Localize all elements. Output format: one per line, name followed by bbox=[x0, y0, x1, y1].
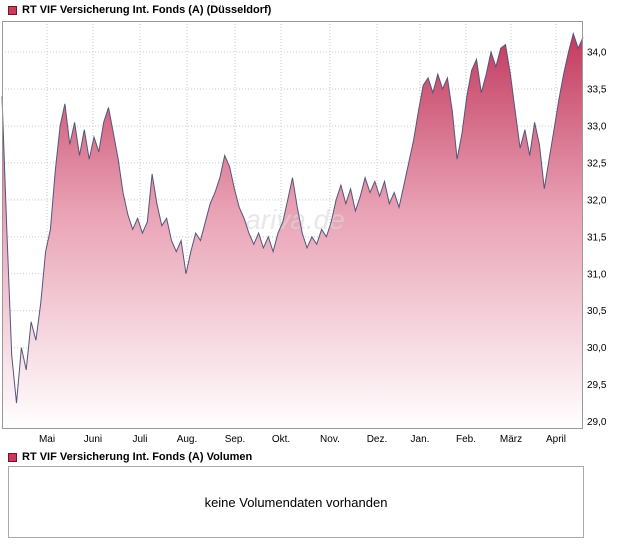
svg-text:29,5: 29,5 bbox=[587, 380, 607, 391]
svg-text:34,0: 34,0 bbox=[587, 48, 607, 59]
price-panel-header: RT VIF Versicherung Int. Fonds (A) (Düss… bbox=[0, 0, 620, 17]
svg-text:31,5: 31,5 bbox=[587, 232, 607, 243]
svg-text:Okt.: Okt. bbox=[272, 434, 290, 445]
svg-text:Jan.: Jan. bbox=[411, 434, 430, 445]
price-panel: RT VIF Versicherung Int. Fonds (A) (Düss… bbox=[0, 0, 620, 447]
price-area bbox=[2, 33, 583, 429]
volume-legend-square bbox=[8, 452, 17, 462]
svg-text:32,0: 32,0 bbox=[587, 195, 607, 206]
svg-text:32,5: 32,5 bbox=[587, 158, 607, 169]
plot-border bbox=[2, 21, 583, 429]
svg-text:Nov.: Nov. bbox=[320, 434, 340, 445]
volume-chart-title: RT VIF Versicherung Int. Fonds (A) Volum… bbox=[22, 451, 253, 463]
price-chart: ariva.de 29,0 29,5 30,0 30,5 31,0 31,5 32,0 32,5… bbox=[0, 17, 620, 447]
x-axis-labels: Mai Juni Juli Aug. Sep. Okt. Nov. Dez. Jan. Feb. M… bbox=[39, 434, 566, 445]
svg-text:30,5: 30,5 bbox=[587, 306, 607, 317]
volume-empty-message: keine Volumendaten vorhanden bbox=[204, 494, 388, 510]
series-legend-square bbox=[8, 5, 17, 15]
svg-text:Feb.: Feb. bbox=[456, 434, 476, 445]
svg-text:31,0: 31,0 bbox=[587, 269, 607, 280]
svg-text:Mai: Mai bbox=[39, 434, 55, 445]
watermark-text: ariva.de bbox=[245, 204, 345, 235]
price-line bbox=[1, 31, 584, 404]
svg-text:Sep.: Sep. bbox=[225, 434, 246, 445]
svg-text:33,0: 33,0 bbox=[587, 121, 607, 132]
price-chart-title: RT VIF Versicherung Int. Fonds (A) (Düss… bbox=[22, 4, 272, 16]
volume-empty-box: keine Volumendaten vorhanden bbox=[8, 466, 584, 538]
y-axis-labels: 29,0 29,5 30,0 30,5 31,0 31,5 32,0 32,5 33,0 33,5… bbox=[587, 48, 607, 429]
svg-text:Aug.: Aug. bbox=[177, 434, 198, 445]
svg-text:Dez.: Dez. bbox=[367, 434, 388, 445]
svg-text:33,5: 33,5 bbox=[587, 85, 607, 96]
svg-text:Juni: Juni bbox=[84, 434, 102, 445]
volume-panel-header: RT VIF Versicherung Int. Fonds (A) Volum… bbox=[0, 447, 620, 464]
volume-panel: RT VIF Versicherung Int. Fonds (A) Volum… bbox=[0, 447, 620, 538]
svg-text:April: April bbox=[546, 434, 566, 445]
svg-text:29,0: 29,0 bbox=[587, 417, 607, 428]
svg-text:Juli: Juli bbox=[132, 434, 147, 445]
svg-text:30,0: 30,0 bbox=[587, 343, 607, 354]
svg-text:März: März bbox=[500, 434, 522, 445]
